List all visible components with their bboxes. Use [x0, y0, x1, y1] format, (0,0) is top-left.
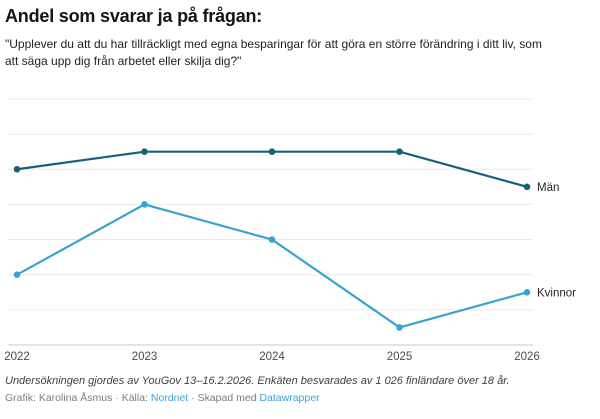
chart-subtitle: "Upplever du att du har tillräckligt med… [5, 37, 542, 68]
data-point-men[interactable] [268, 148, 276, 155]
data-point-men[interactable] [13, 165, 21, 173]
x-axis-label: 2023 [132, 351, 158, 363]
data-point-men[interactable] [523, 183, 531, 191]
byline-text: Grafik: Karolina Åsmus · Källa: [5, 392, 151, 404]
chart-title: Andel som svarar ja på frågan: [5, 6, 263, 26]
data-point-women[interactable] [396, 324, 403, 331]
series-label-women: Kvinnor [537, 287, 576, 299]
data-point-men[interactable] [396, 148, 403, 155]
data-point-women[interactable] [141, 201, 148, 208]
byline-text: · Skapad med [188, 392, 260, 404]
data-point-men[interactable] [141, 148, 148, 155]
data-point-women[interactable] [523, 288, 531, 296]
source-link[interactable]: Nordnet [150, 392, 189, 404]
x-axis-label: 2024 [259, 351, 285, 363]
chart-notes: Undersökningen gjordes av YouGov 13–16.2… [5, 375, 510, 387]
data-point-women[interactable] [13, 271, 21, 279]
series-label-men: Män [537, 182, 559, 194]
chart-byline: Grafik: Karolina Åsmus · Källa: Nordnet … [5, 392, 320, 404]
x-axis-label: 2022 [4, 351, 30, 363]
x-axis-label: 2025 [387, 351, 413, 363]
data-point-women[interactable] [268, 236, 276, 243]
tool-link[interactable]: Datawrapper [259, 392, 320, 404]
series-line-women [15, 203, 529, 329]
x-axis-label: 2026 [514, 351, 540, 363]
